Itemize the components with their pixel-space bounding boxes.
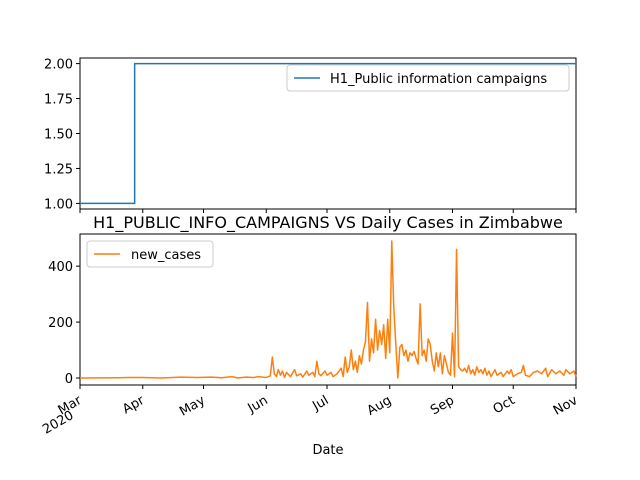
top-legend: H1_Public information campaigns — [286, 64, 570, 92]
top-legend-label: H1_Public information campaigns — [330, 72, 547, 87]
bottom-y-ticks: 0 200 400 — [48, 260, 80, 387]
y-tick-label: 1.25 — [44, 162, 73, 177]
x-tick-label: Oct — [491, 393, 518, 417]
x-tick-label: Sep — [428, 393, 457, 418]
series-line-h1-public-information-campaigns — [80, 62, 576, 205]
y-tick-label: 400 — [48, 260, 73, 275]
y-tick-label: 1.75 — [44, 93, 73, 108]
top-x-ticks — [79, 209, 577, 213]
y-tick-label: 1.00 — [44, 197, 73, 212]
bottom-axes-frame — [79, 233, 577, 386]
bottom-series-lines — [79, 240, 577, 379]
x-tick-label: Jul — [309, 393, 331, 414]
x-tick-label: Aug — [365, 393, 394, 419]
x-tick-label: Jun — [245, 393, 271, 417]
bottom-axes: H1_PUBLIC_INFO_CAMPAIGNS VS Daily Cases … — [40, 213, 580, 458]
top-y-ticks: 1.00 1.25 1.50 1.75 2.00 — [44, 58, 80, 212]
y-tick-label: 2.00 — [44, 58, 73, 73]
x-tick-label: Apr — [120, 393, 148, 418]
bottom-legend-label: new_cases — [131, 248, 201, 263]
y-tick-label: 0 — [65, 372, 73, 387]
bottom-legend-box — [86, 240, 214, 268]
x-tick-label: May — [177, 393, 208, 420]
bottom-chart-title: H1_PUBLIC_INFO_CAMPAIGNS VS Daily Cases … — [93, 213, 563, 233]
x-tick-sublabel: 2020 — [40, 408, 76, 438]
top-axes: 1.00 1.25 1.50 1.75 2.00 H1_Public informati… — [44, 57, 577, 213]
x-tick-label: Nov — [551, 393, 581, 419]
x-axis-label: Date — [312, 443, 343, 458]
bottom-legend: new_cases — [86, 240, 214, 268]
series-line-new-cases — [79, 240, 577, 379]
top-legend-box — [286, 64, 570, 92]
top-series-lines — [80, 62, 576, 205]
y-tick-label: 1.50 — [44, 128, 73, 143]
y-tick-label: 200 — [48, 316, 73, 331]
